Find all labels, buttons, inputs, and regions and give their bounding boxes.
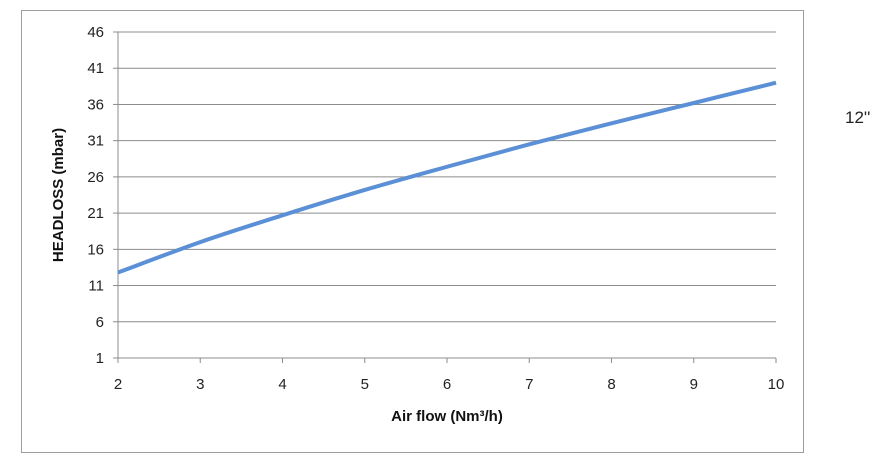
x-tick-label: 8 [607,376,615,393]
series-label: 12'' [845,108,871,127]
x-axis-title: Air flow (Nm³/h) [391,408,503,425]
y-tick-label: 6 [96,314,104,331]
x-tick-label: 3 [196,376,204,393]
x-tick-label: 10 [768,376,785,393]
y-tick-label: 46 [87,24,104,41]
y-tick-label: 16 [87,241,104,258]
series-line [117,80,777,275]
y-tick-label: 11 [88,278,104,295]
x-tick-label: 7 [525,376,533,393]
y-tick-label: 41 [87,60,104,77]
x-tick-label: 5 [361,376,369,393]
x-tick-label: 9 [690,376,698,393]
grid-lines [118,31,776,323]
x-tick-label: 6 [443,376,451,393]
axes [113,31,777,363]
y-tick-label: 31 [87,133,104,150]
y-tick-label: 26 [87,169,104,186]
y-axis-title: HEADLOSS (mbar) [50,128,67,262]
y-tick-label: 1 [96,350,104,367]
y-tick-label: 21 [87,205,104,222]
x-tick-label: 4 [278,376,286,393]
chart-frame [21,10,804,453]
series-lines [117,80,777,275]
y-tick-label: 36 [87,96,104,113]
x-tick-label: 2 [114,376,122,393]
